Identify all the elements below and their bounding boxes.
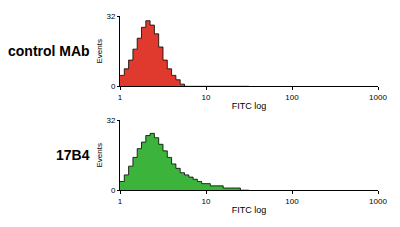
svg-text:32: 32 bbox=[106, 116, 115, 125]
svg-text:17B4: 17B4 bbox=[56, 147, 90, 163]
svg-text:FITC log: FITC log bbox=[232, 205, 267, 215]
svg-text:1000: 1000 bbox=[369, 93, 387, 102]
svg-text:control MAb: control MAb bbox=[8, 43, 90, 59]
svg-text:0: 0 bbox=[111, 82, 116, 91]
svg-text:Events: Events bbox=[95, 39, 104, 63]
svg-text:100: 100 bbox=[285, 93, 299, 102]
svg-text:Events: Events bbox=[95, 143, 104, 167]
svg-text:1: 1 bbox=[118, 197, 123, 206]
svg-text:0: 0 bbox=[111, 186, 116, 195]
svg-text:FITC log: FITC log bbox=[232, 101, 267, 111]
svg-text:1: 1 bbox=[118, 93, 123, 102]
svg-text:10: 10 bbox=[202, 197, 211, 206]
svg-text:10: 10 bbox=[202, 93, 211, 102]
svg-text:32: 32 bbox=[106, 12, 115, 21]
svg-text:1000: 1000 bbox=[369, 197, 387, 206]
svg-text:100: 100 bbox=[285, 197, 299, 206]
